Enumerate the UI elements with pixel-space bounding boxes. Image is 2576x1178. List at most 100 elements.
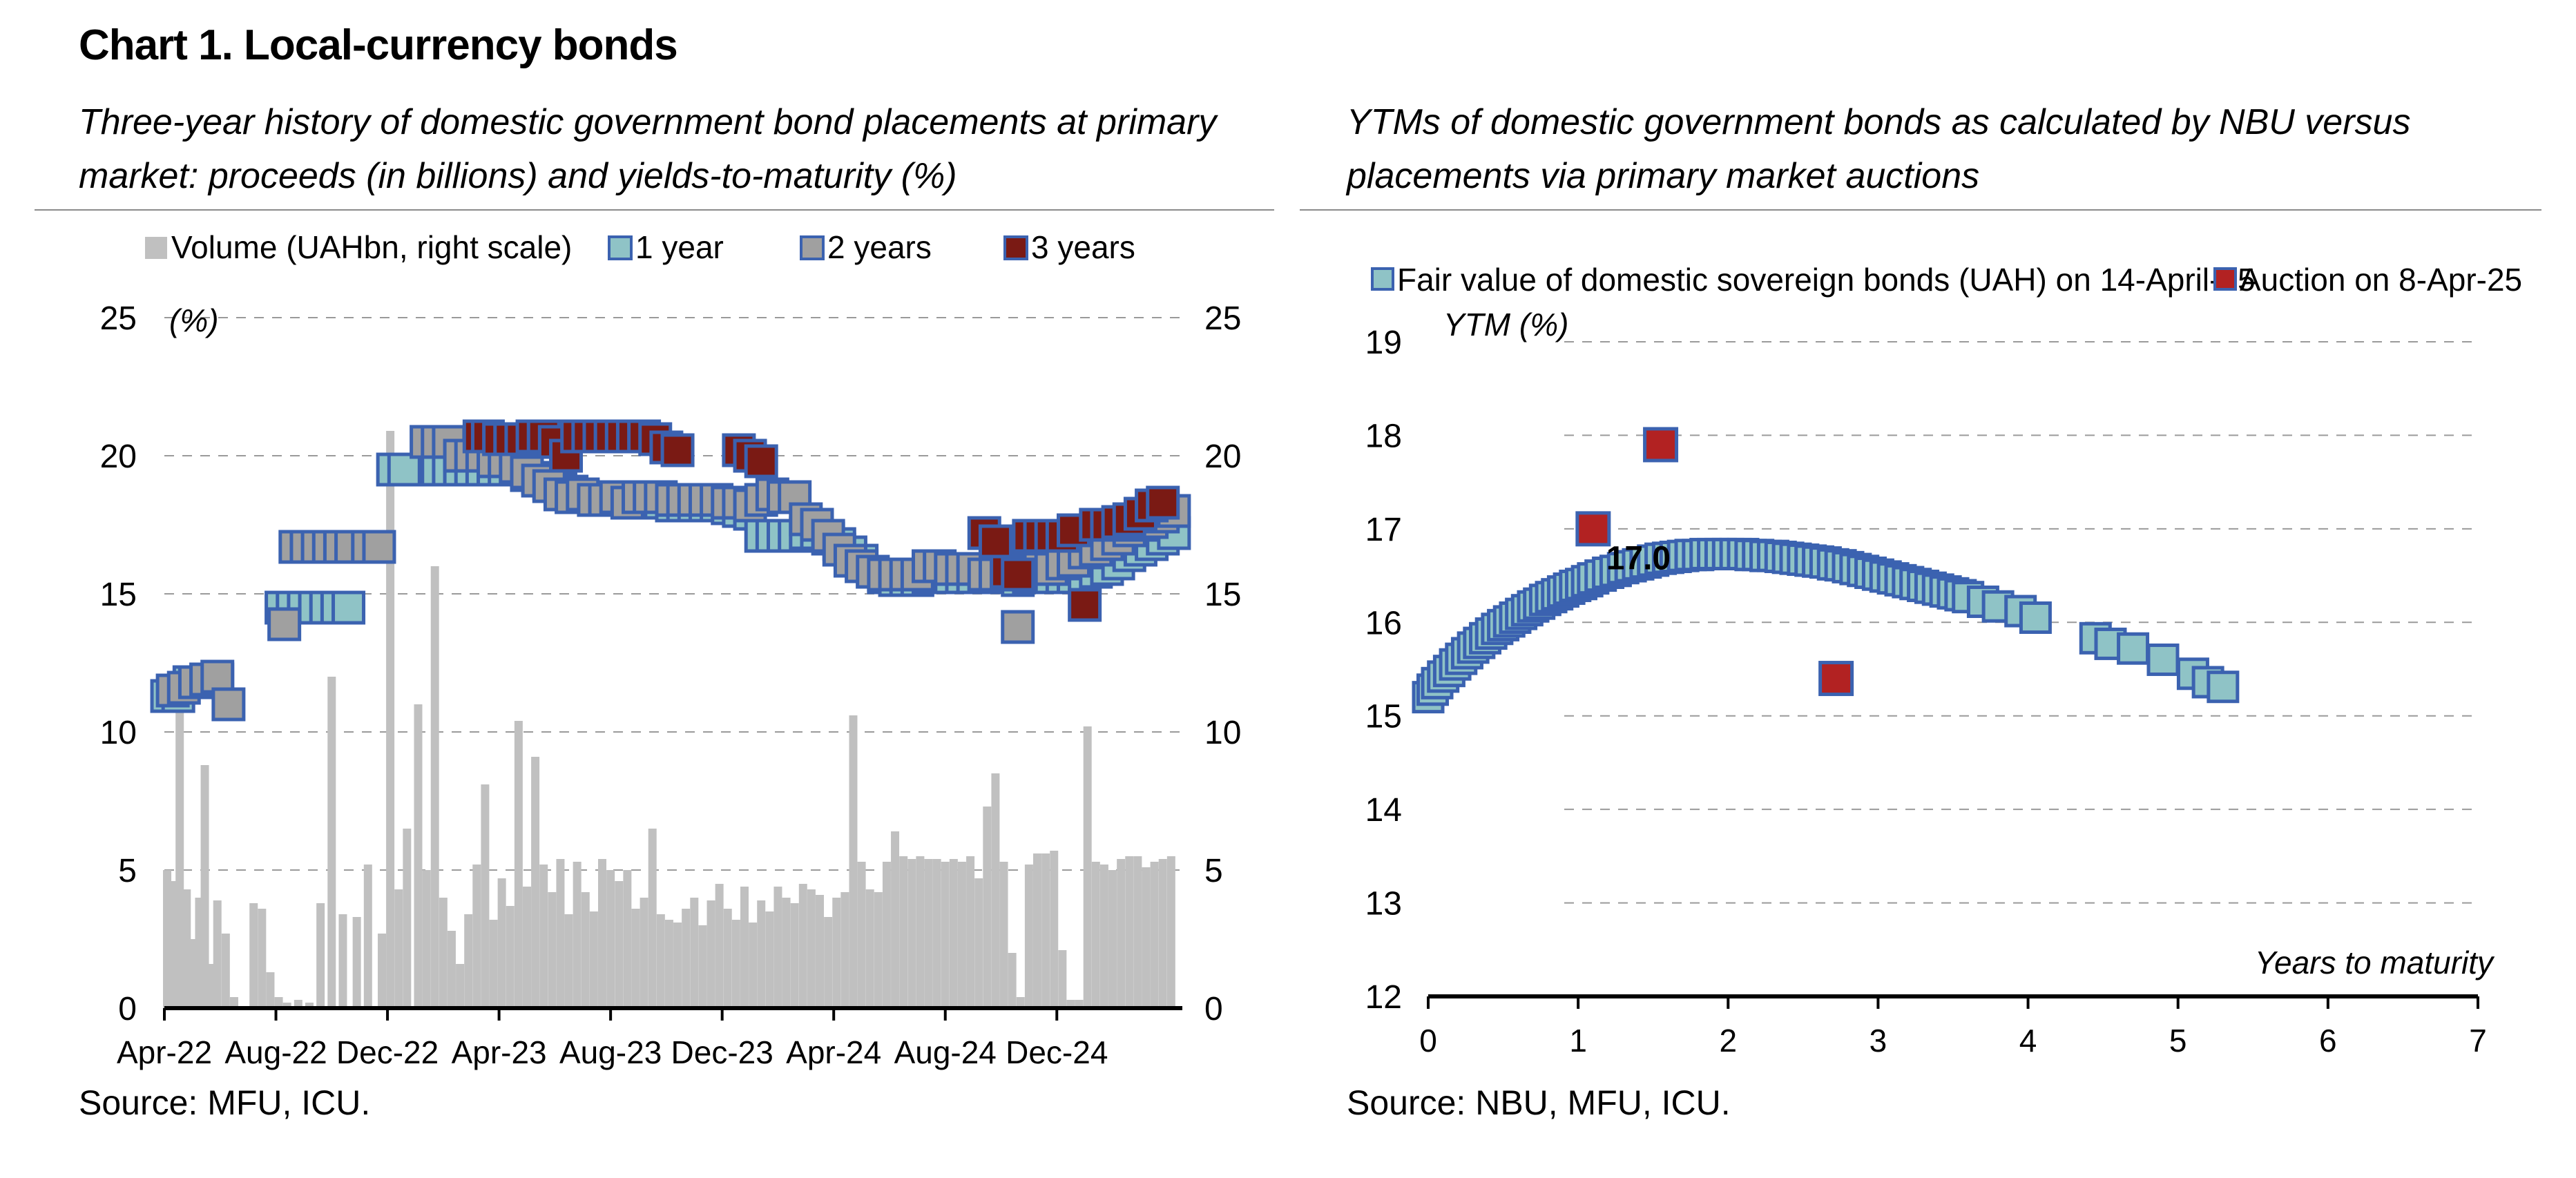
volume-bar [481,784,490,1008]
volume-bar [274,997,283,1008]
left-header-divider [35,209,1274,211]
volume-bar [386,431,395,1008]
x-tick-label: 7 [2469,1023,2487,1059]
volume-bar [422,870,431,1008]
volume-bar [757,900,766,1008]
volume-bar [598,859,607,1008]
volume-bar [229,997,238,1008]
y-tick-label-left: 25 [100,300,137,337]
y-tick-label: 13 [1365,886,1402,923]
legend-volume-label: Volume (UAHbn, right scale) [171,229,572,265]
volume-bar [1133,856,1142,1008]
volume-bar [258,909,267,1008]
volume-bar [656,914,665,1008]
volume-bar [556,859,565,1008]
volume-bar [941,862,950,1008]
volume-bar [907,859,916,1008]
one-year-marker [331,590,366,625]
y-tick-label: 19 [1365,325,1402,361]
volume-bar [798,884,807,1008]
fair-value-marker [2207,670,2240,704]
legend-2-years-swatch [800,235,825,260]
volume-bar [338,914,347,1008]
y-tick-label-left: 5 [118,853,137,889]
right-header-divider [1300,209,2541,211]
volume-bar [865,889,874,1008]
y-tick-label-right: 25 [1204,300,1241,337]
volume-bar [573,862,581,1008]
x-tick-label: Dec-23 [671,1034,773,1070]
two-year-marker [211,687,246,722]
volume-bar [377,934,386,1008]
y-tick-label: 17 [1365,512,1402,548]
volume-bar [816,895,825,1008]
legend-1-year-label: 1 year [635,229,724,265]
page-title: Chart 1. Local-currency bonds [79,21,678,69]
volume-bar [213,900,222,1008]
x-tick-label: 3 [1869,1023,1887,1059]
volume-bar [832,898,841,1008]
volume-bar [472,865,481,1008]
volume-bar [640,898,648,1008]
volume-bar [615,881,624,1008]
volume-bar [352,917,361,1008]
x-tick-label: Aug-23 [559,1034,662,1070]
legend-3-years-swatch [1003,235,1028,260]
volume-bar [1050,851,1059,1008]
volume-bar [673,923,682,1008]
volume-bar [648,829,657,1008]
y-tick-label-left: 10 [100,715,137,751]
volume-bar [531,757,540,1008]
three-year-marker [660,433,695,467]
volume-bar [1158,859,1167,1008]
volume-bar [924,859,933,1008]
volume-bar [1099,865,1108,1008]
volume-bar [1041,853,1050,1008]
volume-bar [564,914,573,1008]
legend-fair-value-label: Fair value of domestic sovereign bonds (… [1397,262,2256,298]
volume-bar [514,721,523,1008]
y-tick-label-right: 5 [1204,853,1223,889]
volume-bar [447,931,456,1008]
one-year-marker [387,452,421,487]
x-tick-label: 2 [1719,1023,1737,1059]
x-tick-label: 4 [2019,1023,2037,1059]
left-chart-subtitle: Three-year history of domestic governmen… [79,102,1217,196]
volume-bar [807,889,816,1008]
volume-bar [974,878,983,1008]
volume-bar [439,898,448,1008]
volume-bar [623,870,632,1008]
volume-bar [682,909,691,1008]
volume-bar [464,914,473,1008]
volume-bar [966,856,975,1008]
legend-fair-value-swatch [1371,267,1394,291]
volume-bar [1008,953,1017,1008]
y-tick-label: 12 [1365,979,1402,1016]
volume-bar [1142,867,1151,1008]
volume-bar [790,903,799,1008]
data-label-17: 17.0 [1606,540,1671,577]
legend-1-year-swatch [608,235,633,260]
volume-bar [188,939,197,1008]
volume-bar [849,715,858,1008]
volume-bar [282,1003,291,1008]
y-tick-label-right: 20 [1204,438,1241,475]
volume-bar [1108,870,1117,1008]
volume-bar [456,964,465,1008]
y-tick-label: 15 [1365,699,1402,735]
three-year-marker [744,444,778,479]
volume-bar [782,898,791,1008]
legend-3-years-label: 3 years [1031,229,1135,265]
two-year-marker [267,607,302,641]
auction-marker [1575,511,1611,547]
volume-bar [1091,862,1100,1008]
volume-bar [522,887,531,1008]
auction-marker [1818,661,1854,697]
volume-bar [857,862,866,1008]
volume-bar [1016,997,1025,1008]
volume-bar [840,892,849,1008]
volume-bar [589,911,598,1008]
volume-bar [221,934,230,1008]
volume-bar [266,972,275,1008]
